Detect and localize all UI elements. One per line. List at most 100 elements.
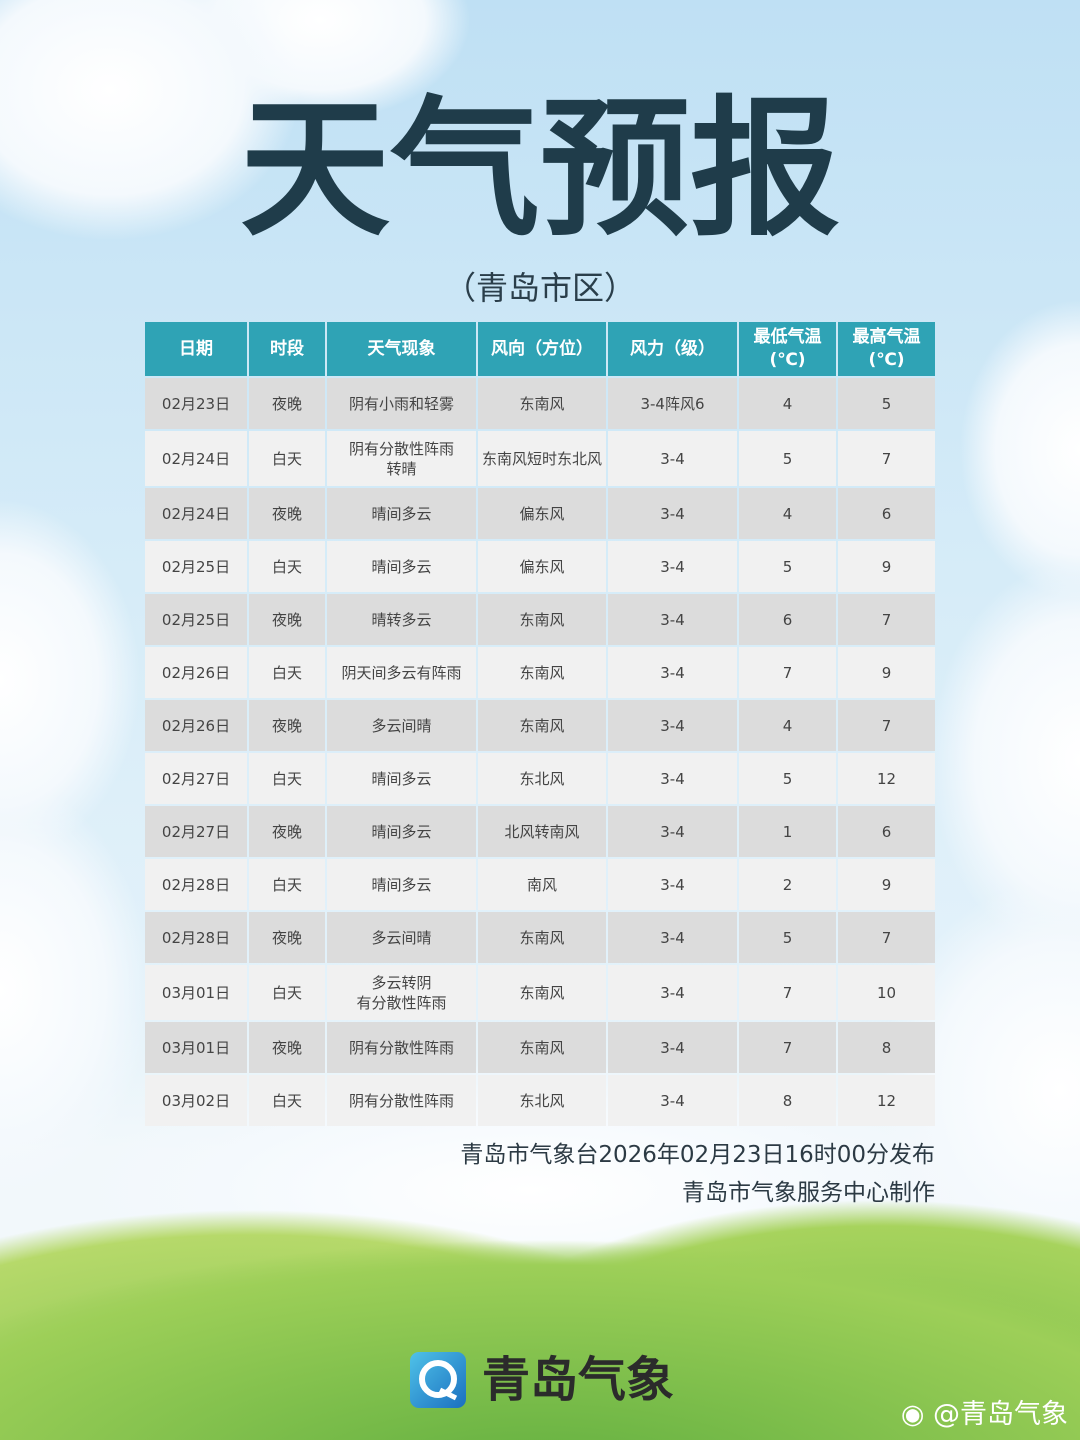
period-cell: 白天: [249, 1075, 325, 1126]
wind-direction-cell: 东南风: [478, 700, 606, 751]
page-title: 天气预报: [239, 83, 840, 257]
wind-force-cell: 3-4阵风6: [608, 378, 737, 429]
period-cell: 白天: [249, 965, 325, 1020]
hill-decoration: [0, 1160, 1080, 1440]
weather-cell: 晴间多云: [327, 753, 476, 804]
wind-force-cell: 3-4: [608, 700, 737, 751]
table-row: 02月23日 夜晚 阴有小雨和轻雾 东南风 3-4阵风6 4 5: [145, 378, 935, 429]
weibo-icon: ◉: [900, 1399, 933, 1430]
date-cell: 03月01日: [145, 965, 247, 1020]
max-temp-cell: 12: [838, 753, 935, 804]
period-cell: 夜晚: [249, 806, 325, 857]
weather-cell: 晴间多云: [327, 541, 476, 592]
weather-cell: 晴间多云: [327, 806, 476, 857]
table-row: 03月02日 白天 阴有分散性阵雨 东北风 3-4 8 12: [145, 1075, 935, 1126]
max-temp-cell: 7: [838, 431, 935, 486]
wind-force-cell: 3-4: [608, 594, 737, 645]
max-temp-cell: 9: [838, 541, 935, 592]
column-header: 最高气温 (℃): [838, 322, 935, 376]
period-cell: 夜晚: [249, 912, 325, 963]
wind-direction-cell: 东南风: [478, 378, 606, 429]
min-temp-cell: 7: [739, 965, 836, 1020]
weibo-handle: @青岛气象: [933, 1399, 1068, 1430]
min-temp-cell: 7: [739, 1022, 836, 1073]
wind-direction-cell: 东南风: [478, 1022, 606, 1073]
period-cell: 夜晚: [249, 594, 325, 645]
max-temp-cell: 7: [838, 912, 935, 963]
wind-direction-cell: 东北风: [478, 753, 606, 804]
wind-force-cell: 3-4: [608, 541, 737, 592]
min-temp-cell: 6: [739, 594, 836, 645]
max-temp-cell: 12: [838, 1075, 935, 1126]
column-header: 风向（方位）: [478, 322, 606, 376]
date-cell: 02月25日: [145, 594, 247, 645]
wind-direction-cell: 偏东风: [478, 488, 606, 539]
forecast-table: 日期 时段 天气现象 风向（方位） 风力（级） 最低气温 (℃) 最高气温 (℃) 02月2…: [143, 320, 937, 1128]
wind-direction-cell: 东南风短时东北风: [478, 431, 606, 486]
wind-force-cell: 3-4: [608, 753, 737, 804]
weather-cell: 阴有分散性阵雨 转晴: [327, 431, 476, 486]
table-row: 02月25日 白天 晴间多云 偏东风 3-4 5 9: [145, 541, 935, 592]
column-header: 风力（级）: [608, 322, 737, 376]
wind-force-cell: 3-4: [608, 965, 737, 1020]
min-temp-cell: 4: [739, 378, 836, 429]
min-temp-cell: 7: [739, 647, 836, 698]
min-temp-cell: 8: [739, 1075, 836, 1126]
max-temp-cell: 7: [838, 700, 935, 751]
weather-cell: 阴有小雨和轻雾: [327, 378, 476, 429]
date-cell: 02月23日: [145, 378, 247, 429]
table-row: 02月27日 夜晚 晴间多云 北风转南风 3-4 1 6: [145, 806, 935, 857]
wind-direction-cell: 偏东风: [478, 541, 606, 592]
period-cell: 夜晚: [249, 700, 325, 751]
table-row: 02月28日 夜晚 多云间晴 东南风 3-4 5 7: [145, 912, 935, 963]
min-temp-cell: 5: [739, 431, 836, 486]
period-cell: 夜晚: [249, 488, 325, 539]
table-row: 02月24日 夜晚 晴间多云 偏东风 3-4 4 6: [145, 488, 935, 539]
page-subtitle: （青岛市区）: [443, 269, 636, 307]
wind-force-cell: 3-4: [608, 859, 737, 910]
period-cell: 白天: [249, 753, 325, 804]
column-header: 日期: [145, 322, 247, 376]
logo-text: 青岛气象: [482, 1352, 675, 1408]
date-cell: 02月28日: [145, 859, 247, 910]
max-temp-cell: 6: [838, 488, 935, 539]
weather-cell: 晴间多云: [327, 488, 476, 539]
period-cell: 白天: [249, 431, 325, 486]
max-temp-cell: 5: [838, 378, 935, 429]
date-cell: 03月02日: [145, 1075, 247, 1126]
wind-force-cell: 3-4: [608, 912, 737, 963]
wind-direction-cell: 东北风: [478, 1075, 606, 1126]
wind-force-cell: 3-4: [608, 647, 737, 698]
date-cell: 02月27日: [145, 753, 247, 804]
weather-cell: 晴间多云: [327, 859, 476, 910]
date-cell: 02月27日: [145, 806, 247, 857]
wind-force-cell: 3-4: [608, 806, 737, 857]
max-temp-cell: 10: [838, 965, 935, 1020]
wind-direction-cell: 南风: [478, 859, 606, 910]
max-temp-cell: 9: [838, 647, 935, 698]
weather-cell: 阴有分散性阵雨: [327, 1022, 476, 1073]
min-temp-cell: 4: [739, 488, 836, 539]
wind-direction-cell: 东南风: [478, 912, 606, 963]
wind-force-cell: 3-4: [608, 1075, 737, 1126]
date-cell: 02月25日: [145, 541, 247, 592]
date-cell: 02月28日: [145, 912, 247, 963]
qingdao-weather-logo-icon: [410, 1352, 466, 1408]
wind-direction-cell: 东南风: [478, 647, 606, 698]
table-row: 02月26日 白天 阴天间多云有阵雨 东南风 3-4 7 9: [145, 647, 935, 698]
producer-text: 青岛市气象服务中心制作: [682, 1180, 935, 1206]
column-header: 时段: [249, 322, 325, 376]
date-cell: 03月01日: [145, 1022, 247, 1073]
weibo-watermark: ◉ @青岛气象: [901, 1398, 1068, 1432]
period-cell: 夜晚: [249, 1022, 325, 1073]
weather-cell: 多云间晴: [327, 912, 476, 963]
weather-cell: 阴天间多云有阵雨: [327, 647, 476, 698]
table-row: 02月24日 白天 阴有分散性阵雨 转晴 东南风短时东北风 3-4 5 7: [145, 431, 935, 486]
period-cell: 夜晚: [249, 378, 325, 429]
column-header: 最低气温 (℃): [739, 322, 836, 376]
date-cell: 02月24日: [145, 488, 247, 539]
issued-text: 青岛市气象台2026年02月23日16时00分发布: [460, 1142, 935, 1168]
wind-force-cell: 3-4: [608, 431, 737, 486]
min-temp-cell: 5: [739, 912, 836, 963]
max-temp-cell: 6: [838, 806, 935, 857]
